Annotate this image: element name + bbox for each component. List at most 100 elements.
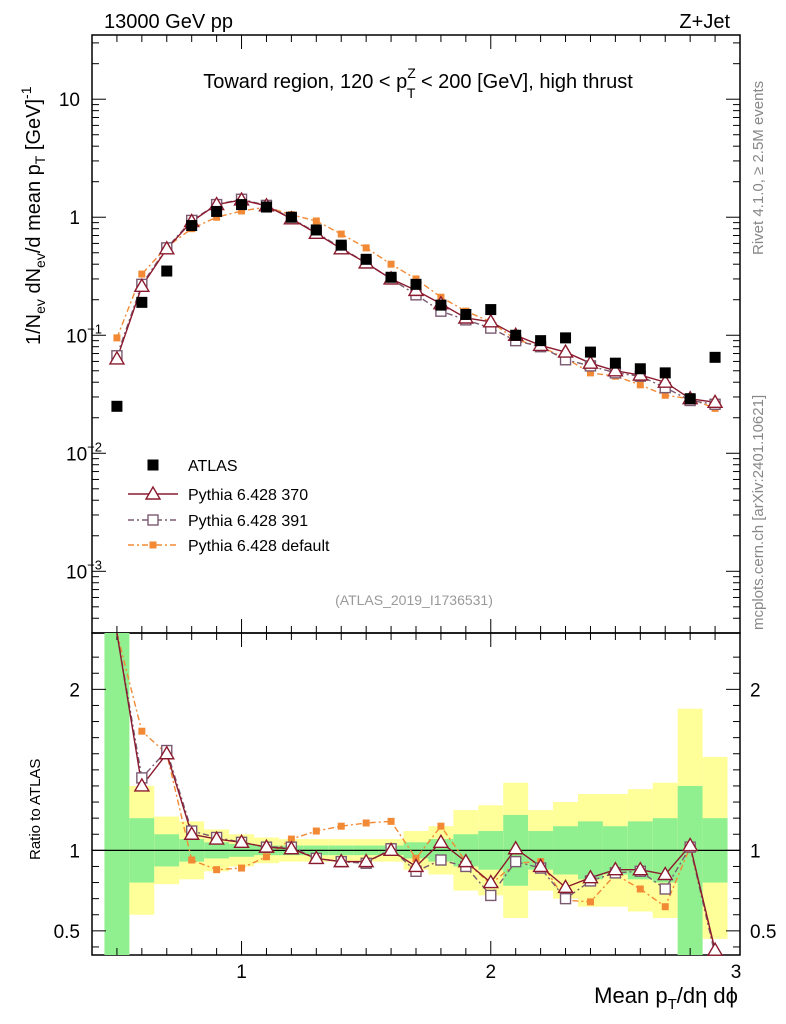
ratio-point-pdef: [138, 727, 146, 735]
ratio-point-p391: [509, 855, 522, 868]
ratio-point-p391: [435, 854, 447, 866]
analysis-id: (ATLAS_2019_I1736531): [335, 592, 493, 608]
point-data: [385, 271, 397, 283]
ratio-point-pdef: [661, 903, 669, 911]
point-p370: [482, 313, 499, 328]
ratio-point-p370: [357, 853, 375, 868]
ratio-point-pdef: [362, 819, 370, 827]
point-data: [260, 201, 272, 213]
point-data: [435, 299, 447, 311]
x-axis-label: Mean pT/dη dϕ: [594, 983, 738, 1013]
xlabel-prefix: Mean p: [594, 983, 667, 1008]
point-data: [111, 400, 123, 412]
ratio-point-pdef: [586, 898, 594, 906]
point-data: [609, 357, 621, 369]
legend: ATLAS Pythia 6.428 370 Pythia 6.428 391 Pyt…: [128, 458, 330, 555]
point-p370: [158, 240, 175, 255]
ratio-uncertainty-bands: [92, 633, 740, 955]
ratio-point-p370: [233, 833, 250, 848]
point-pdef: [312, 217, 320, 225]
legend-marker-p391: [147, 514, 159, 526]
point-data: [560, 332, 572, 344]
ratio-point-p370: [382, 841, 400, 857]
ratio-point-p370: [532, 858, 549, 873]
ratio-point-p391: [559, 892, 572, 905]
point-pdef: [586, 369, 594, 377]
ratio-point-p370: [607, 861, 624, 876]
ratio-y-tick-label-right: 2: [750, 680, 761, 701]
ratio-point-p370: [632, 861, 649, 876]
point-p370: [657, 373, 674, 388]
ratio-point-p370: [283, 840, 300, 855]
ratio-point-p391: [485, 889, 497, 902]
y-tick-label: 1: [69, 208, 80, 229]
point-data: [410, 278, 422, 290]
ratio-point-p370: [457, 853, 475, 868]
ratio-point-pdef: [188, 856, 196, 864]
y-tick-label-exp: −2: [87, 439, 102, 454]
x-tick-label: 1: [236, 962, 247, 983]
ratio-point-p370: [158, 745, 175, 760]
y-tick-label-base: 10: [66, 562, 87, 583]
point-p370: [108, 350, 126, 365]
main-series-layer: [108, 191, 724, 412]
header-left: 13000 GeV pp: [104, 11, 233, 33]
point-data: [360, 253, 372, 265]
legend-label-data: ATLAS: [188, 458, 238, 475]
ratio-point-pdef: [636, 885, 644, 893]
point-p370: [582, 354, 599, 369]
ratio-point-p370: [482, 874, 499, 889]
point-data: [510, 329, 522, 341]
series-line-p391: [116, 198, 716, 405]
series-line-pdef: [116, 206, 716, 410]
side-text-rivet: Rivet 4.1.0, ≥ 2.5M events: [750, 81, 767, 255]
ratio-y-tick-label: 2: [69, 680, 80, 701]
ratio-point-p370: [657, 866, 674, 881]
point-pdef: [113, 334, 121, 342]
point-data: [709, 351, 721, 363]
ratio-point-p370: [308, 850, 325, 865]
ratio-ylabel: Ratio to ATLAS: [27, 759, 44, 860]
ratio-y-tick-label: 1: [69, 841, 80, 862]
point-pdef: [661, 391, 669, 399]
point-data: [136, 296, 148, 308]
legend-marker-data: [147, 459, 159, 471]
y-tick-label: 10−1: [66, 321, 102, 347]
point-data: [485, 304, 497, 316]
ratio-point-pdef: [262, 853, 270, 861]
ratio-y-tick-label: 0.5: [54, 922, 80, 943]
ratio-point-pdef: [238, 864, 246, 872]
xlabel-sub: T: [668, 996, 677, 1013]
legend-label-p370: Pythia 6.428 370: [188, 487, 308, 504]
y-tick-label-base: 10: [66, 326, 87, 347]
ratio-point-p370: [432, 833, 450, 848]
point-data: [335, 239, 347, 251]
point-data: [584, 346, 596, 358]
ratio-point-pdef: [287, 835, 295, 843]
point-data: [186, 220, 198, 232]
ratio-point-p370: [507, 840, 524, 855]
point-pdef: [238, 207, 246, 215]
point-data: [161, 265, 173, 277]
ratio-point-p370: [133, 777, 151, 792]
main-ylabel: 1/Nev dNev/d mean pT [GeV]-1: [18, 86, 48, 345]
ratio-point-p370: [333, 853, 350, 868]
plot-title: Toward region, 120 < pZ T < 200 [GeV], hi…: [203, 65, 633, 101]
title-suffix: < 200 [GeV], high thrust: [415, 71, 633, 93]
point-data: [535, 335, 547, 347]
y-tick-label: 10−3: [66, 557, 102, 583]
point-pdef: [138, 270, 146, 278]
legend-label-pdef: Pythia 6.428 default: [188, 538, 330, 555]
point-pdef: [337, 230, 345, 238]
ratio-point-p370: [681, 837, 699, 852]
band-inner: [104, 633, 130, 955]
ratio-point-pdef: [387, 817, 395, 825]
ratio-point-p370: [407, 858, 425, 873]
x-tick-label: 3: [731, 962, 742, 983]
y-tick-label: 10: [59, 90, 80, 111]
ratio-y-tick-label-right: 1: [750, 841, 761, 862]
ratio-y-tick-label-right: 0.5: [750, 922, 776, 943]
ratio-point-p370: [183, 825, 200, 840]
y-tick-label-exp: −1: [87, 321, 102, 336]
